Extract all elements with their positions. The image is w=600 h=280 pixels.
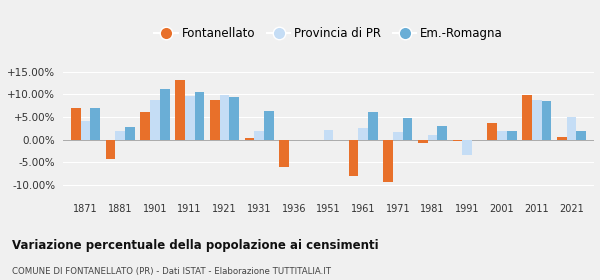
Bar (220, 95, 229, 139)
Bar (160, 89, 170, 139)
Bar (254, 130, 264, 139)
Bar (106, 139, 115, 158)
Bar (229, 97, 239, 139)
Text: Variazione percentuale della popolazione ai censimenti: Variazione percentuale della popolazione… (12, 239, 379, 252)
Bar (349, 139, 358, 176)
Bar (140, 111, 150, 139)
Bar (497, 130, 507, 139)
Bar (194, 92, 204, 139)
Bar (393, 132, 403, 139)
Bar (368, 111, 378, 139)
Bar (150, 100, 160, 139)
Bar (403, 118, 412, 139)
Bar (71, 108, 80, 139)
Bar (115, 130, 125, 139)
Bar (463, 139, 472, 155)
Bar (487, 123, 497, 139)
Bar (185, 96, 194, 139)
Bar (437, 126, 447, 139)
Bar (576, 130, 586, 139)
Text: COMUNE DI FONTANELLATO (PR) - Dati ISTAT - Elaborazione TUTTITALIA.IT: COMUNE DI FONTANELLATO (PR) - Dati ISTAT… (12, 267, 331, 276)
Bar (245, 138, 254, 139)
Bar (507, 130, 517, 139)
Bar (289, 139, 299, 141)
Bar (453, 139, 463, 141)
Bar (264, 111, 274, 139)
Bar (383, 139, 393, 183)
Bar (428, 135, 437, 139)
Bar (279, 139, 289, 167)
Legend: Fontanellato, Provincia di PR, Em.-Romagna: Fontanellato, Provincia di PR, Em.-Romag… (149, 23, 508, 45)
Bar (418, 139, 428, 143)
Bar (532, 100, 542, 139)
Bar (175, 80, 185, 139)
Bar (522, 95, 532, 139)
Bar (323, 130, 334, 139)
Bar (80, 122, 91, 139)
Bar (91, 108, 100, 139)
Bar (358, 128, 368, 139)
Bar (557, 137, 566, 139)
Bar (566, 117, 577, 139)
Bar (210, 100, 220, 139)
Bar (542, 101, 551, 139)
Bar (125, 127, 135, 139)
